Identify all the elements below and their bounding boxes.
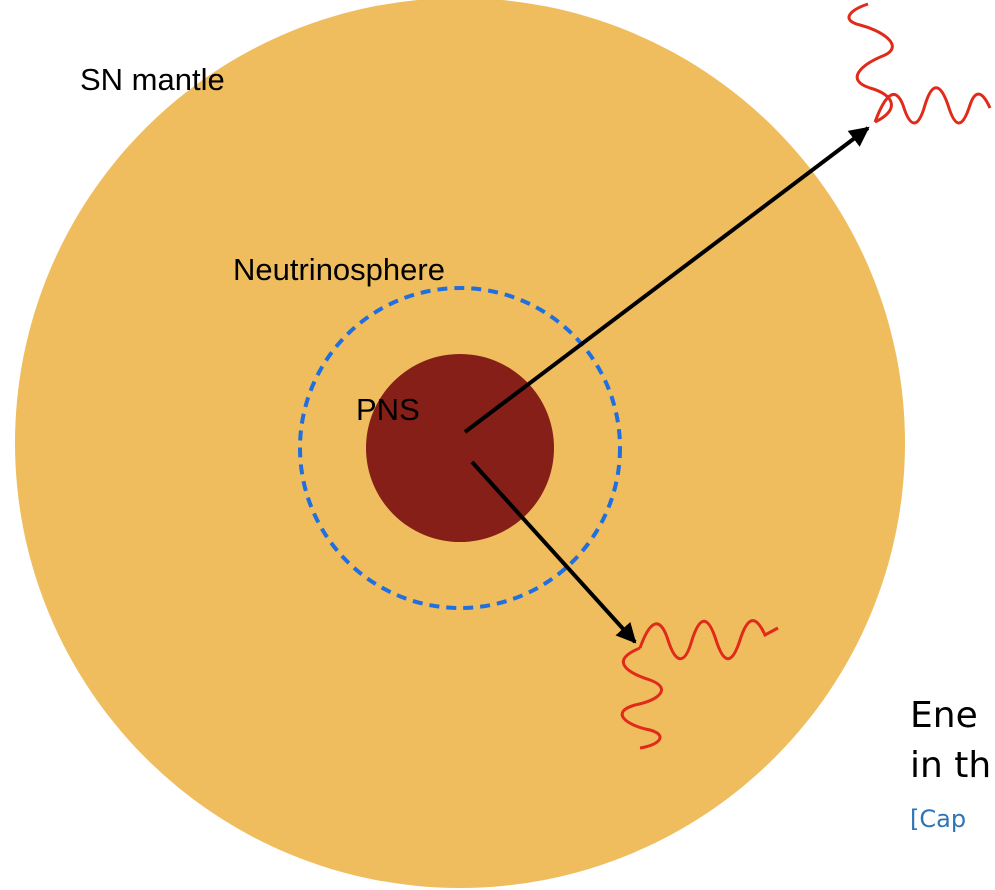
page: SN mantle Neutrinosphere PNS Ene in th [… <box>0 0 995 890</box>
label: PNS <box>356 392 420 427</box>
diagram: SN mantle Neutrinosphere PNS Ene in th [… <box>0 0 995 890</box>
citation: [Cap <box>910 805 966 833</box>
label: SN mantle <box>80 62 225 97</box>
side-text: Ene <box>910 695 978 736</box>
pns <box>366 354 554 542</box>
wave <box>849 4 892 122</box>
label: Neutrinosphere <box>233 252 445 287</box>
side-text: in th <box>910 745 991 786</box>
